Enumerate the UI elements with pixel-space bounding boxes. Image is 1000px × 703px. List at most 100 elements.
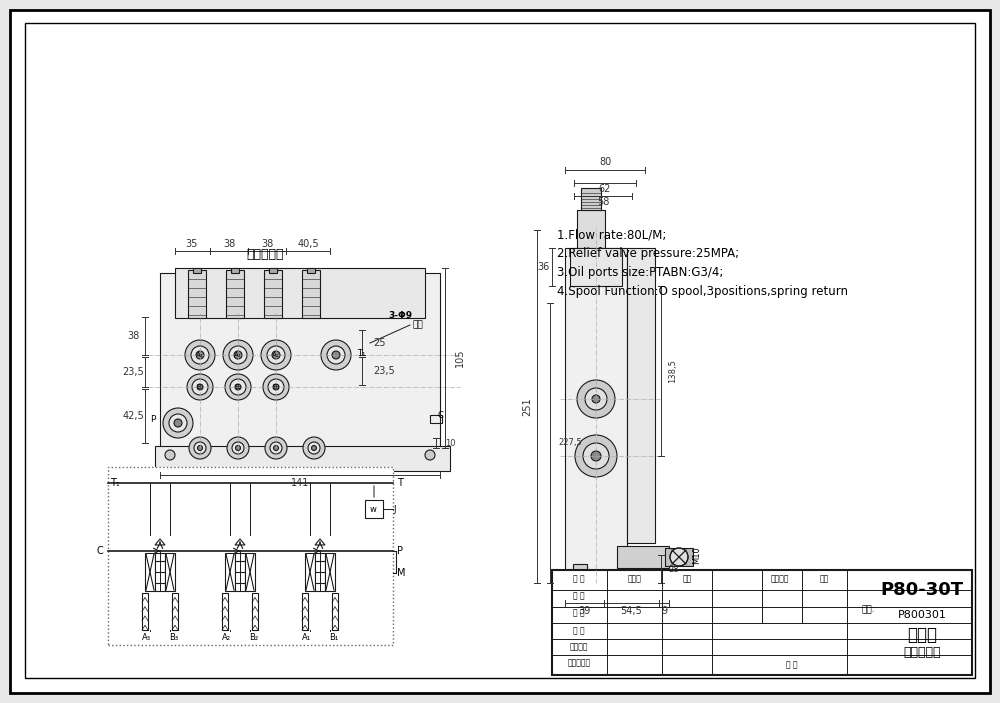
Text: 2.Relief valve pressure:25MPA;: 2.Relief valve pressure:25MPA; xyxy=(557,247,739,260)
Circle shape xyxy=(583,443,609,469)
Text: 42,5: 42,5 xyxy=(122,411,144,421)
Text: A₃: A₃ xyxy=(142,633,150,642)
Circle shape xyxy=(312,446,316,451)
Text: B₁: B₁ xyxy=(272,384,280,390)
Bar xyxy=(188,270,206,318)
Text: 制 图: 制 图 xyxy=(573,591,585,600)
Circle shape xyxy=(198,446,202,451)
Bar xyxy=(617,546,669,568)
Text: 设 计: 设 计 xyxy=(573,574,585,583)
Circle shape xyxy=(187,374,213,400)
Text: 35: 35 xyxy=(186,239,198,249)
Bar xyxy=(175,268,425,318)
Circle shape xyxy=(230,379,246,395)
Text: 38: 38 xyxy=(223,239,235,249)
Circle shape xyxy=(234,351,242,359)
Text: A₁: A₁ xyxy=(301,633,311,642)
Circle shape xyxy=(267,346,285,364)
Circle shape xyxy=(303,437,325,459)
Bar xyxy=(365,500,383,518)
Text: B₂: B₂ xyxy=(249,633,259,642)
Circle shape xyxy=(229,346,247,364)
Text: 138,5: 138,5 xyxy=(668,359,677,383)
Circle shape xyxy=(591,451,601,461)
Bar xyxy=(305,553,315,591)
Circle shape xyxy=(272,351,280,359)
Text: 9: 9 xyxy=(661,606,667,616)
Text: T₁: T₁ xyxy=(357,349,365,358)
Text: 进孔: 进孔 xyxy=(413,321,423,330)
Bar xyxy=(231,268,239,273)
Circle shape xyxy=(189,437,211,459)
Circle shape xyxy=(263,374,289,400)
Text: 工艺审查: 工艺审查 xyxy=(570,643,588,652)
Text: M: M xyxy=(397,568,406,578)
Circle shape xyxy=(265,437,287,459)
Circle shape xyxy=(194,442,206,454)
Bar xyxy=(577,210,605,248)
Text: 液压原理图: 液压原理图 xyxy=(246,248,284,262)
Text: P800301: P800301 xyxy=(898,610,946,620)
Text: 23,5: 23,5 xyxy=(122,367,144,377)
Text: A₂: A₂ xyxy=(234,352,242,358)
Text: 3-Φ9: 3-Φ9 xyxy=(388,311,412,319)
Text: 4.Spool Function:O spool,3positions,spring return: 4.Spool Function:O spool,3positions,spri… xyxy=(557,285,848,298)
Circle shape xyxy=(197,384,203,390)
Bar xyxy=(172,593,178,630)
Text: A₁: A₁ xyxy=(272,352,280,358)
Text: 36: 36 xyxy=(537,262,549,272)
Bar xyxy=(142,593,148,630)
Circle shape xyxy=(270,442,282,454)
Text: 227,5: 227,5 xyxy=(558,439,582,448)
Text: B₃: B₃ xyxy=(169,633,179,642)
Bar xyxy=(193,268,201,273)
Circle shape xyxy=(592,395,600,403)
Bar xyxy=(627,248,655,543)
Circle shape xyxy=(332,351,340,359)
Text: 251: 251 xyxy=(522,398,532,416)
Text: T₁: T₁ xyxy=(110,478,120,488)
Text: 标准化审查: 标准化审查 xyxy=(567,659,591,668)
Circle shape xyxy=(321,340,351,370)
Text: 141: 141 xyxy=(291,478,309,488)
Text: 1.Flow rate:80L/M;: 1.Flow rate:80L/M; xyxy=(557,228,666,241)
Text: 图幅规格: 图幅规格 xyxy=(771,574,789,583)
Bar xyxy=(155,446,450,471)
Text: 校 对: 校 对 xyxy=(573,626,585,636)
Circle shape xyxy=(174,419,182,427)
Bar xyxy=(225,553,235,591)
Text: M10: M10 xyxy=(692,546,702,564)
Bar xyxy=(325,553,335,591)
Bar xyxy=(302,270,320,318)
Circle shape xyxy=(308,442,320,454)
Bar xyxy=(570,248,622,286)
Text: 会 签: 会 签 xyxy=(786,661,798,669)
Circle shape xyxy=(585,388,607,410)
Circle shape xyxy=(425,450,435,460)
Text: 38: 38 xyxy=(261,239,273,249)
Circle shape xyxy=(232,442,244,454)
Circle shape xyxy=(185,340,215,370)
Text: B₂: B₂ xyxy=(234,384,242,390)
Text: 23,5: 23,5 xyxy=(373,366,395,376)
Text: A₂: A₂ xyxy=(222,633,230,642)
Bar xyxy=(264,270,282,318)
Bar xyxy=(222,593,228,630)
Bar xyxy=(108,467,393,645)
Bar xyxy=(430,415,442,423)
Circle shape xyxy=(169,414,187,432)
Text: C: C xyxy=(96,546,103,556)
Circle shape xyxy=(261,340,291,370)
Bar xyxy=(552,570,972,675)
Circle shape xyxy=(163,408,193,438)
Circle shape xyxy=(274,446,278,451)
Text: 54,5: 54,5 xyxy=(620,606,642,616)
Circle shape xyxy=(327,346,345,364)
Bar xyxy=(252,593,258,630)
Text: 38: 38 xyxy=(127,331,139,341)
Bar xyxy=(245,553,255,591)
Text: T: T xyxy=(397,478,403,488)
Text: 28: 28 xyxy=(668,565,679,574)
Text: P: P xyxy=(397,546,403,556)
Circle shape xyxy=(670,548,688,566)
